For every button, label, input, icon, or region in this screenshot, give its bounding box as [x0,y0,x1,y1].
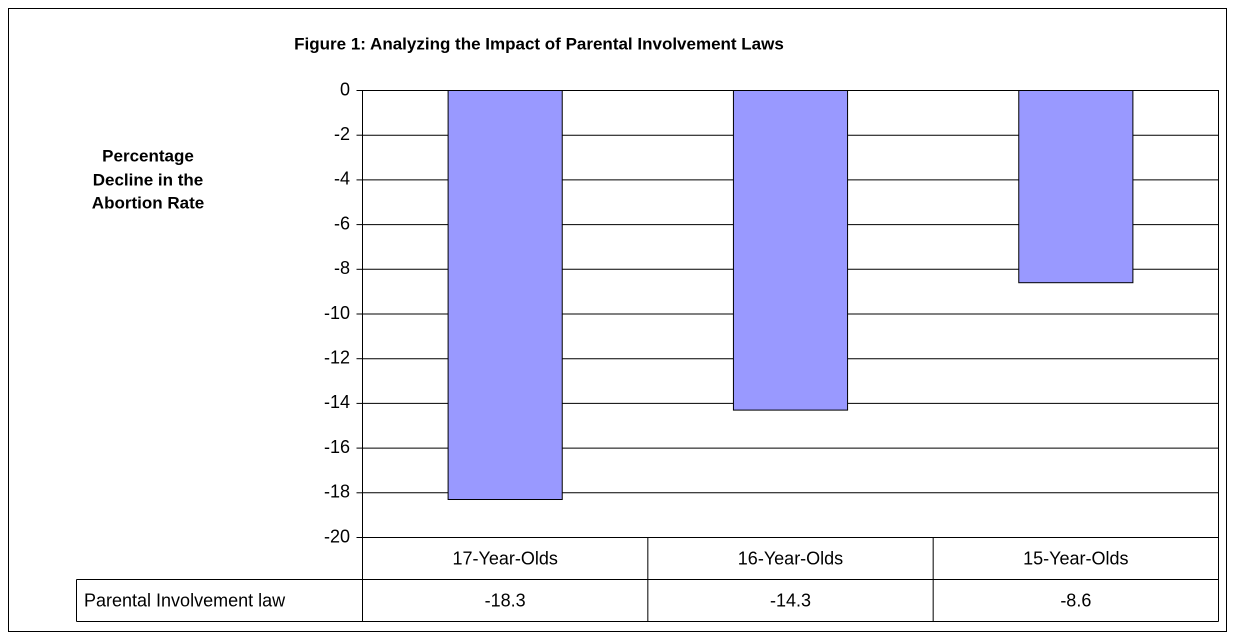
x-tick-label: 16-Year-Olds [738,548,843,568]
y-tick-label: -10 [324,303,350,323]
table-series-name: Parental Involvement law [84,590,286,610]
y-tick-label: -6 [334,213,350,233]
bar [447,90,563,501]
table-value: -14.3 [770,590,811,610]
y-tick-label: -12 [324,347,350,367]
bar [1018,90,1134,284]
y-axis-label: Decline in the [93,170,204,189]
y-tick-label: -2 [334,124,350,144]
y-tick-label: 0 [340,79,350,99]
y-tick-label: -20 [324,526,350,546]
chart-title: Figure 1: Analyzing the Impact of Parent… [294,34,784,53]
y-tick-label: -16 [324,437,350,457]
bar [732,90,849,411]
y-tick-label: -18 [324,482,350,502]
x-tick-label: 17-Year-Olds [452,548,557,568]
table-value: -8.6 [1060,590,1091,610]
y-tick-label: -8 [334,258,350,278]
y-axis-label: Percentage [102,146,194,165]
x-tick-label: 15-Year-Olds [1023,548,1128,568]
y-tick-label: -4 [334,169,350,189]
table-value: -18.3 [485,590,526,610]
y-tick-label: -14 [324,392,350,412]
y-axis-label: Abortion Rate [92,193,204,212]
